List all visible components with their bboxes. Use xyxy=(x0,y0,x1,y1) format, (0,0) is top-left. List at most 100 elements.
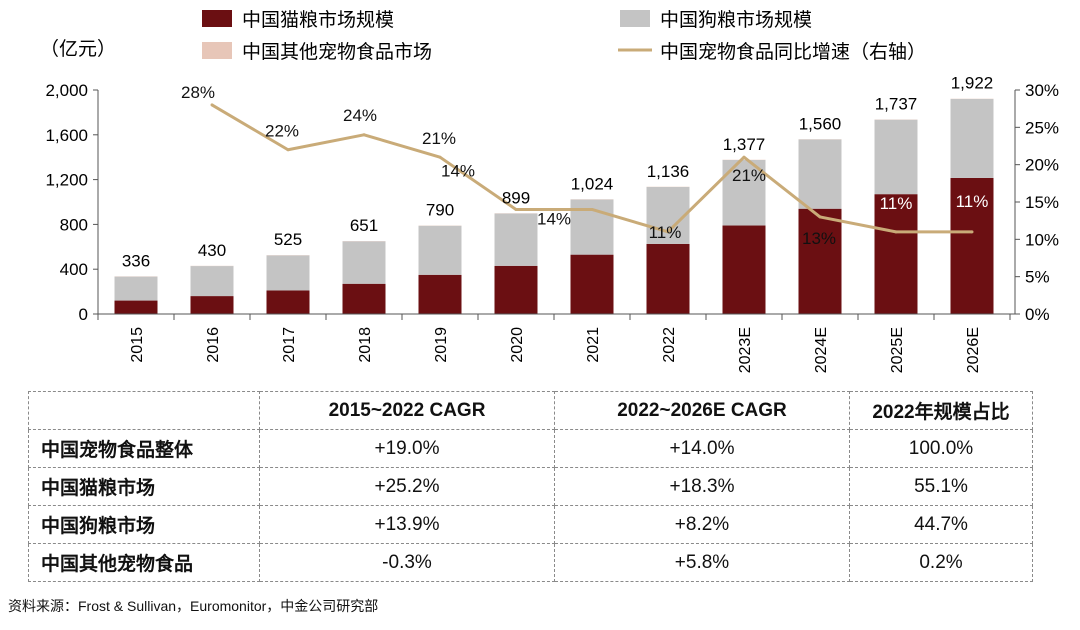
x-axis-tick-label: 2023E xyxy=(737,327,754,373)
x-axis-tick-label: 2026E xyxy=(965,327,982,373)
growth-point xyxy=(666,230,670,234)
bar-total-label: 1,377 xyxy=(723,135,766,154)
legend-label: 中国猫粮市场规模 xyxy=(242,9,394,31)
growth-point xyxy=(970,230,974,234)
x-axis-tick-label: 2021 xyxy=(585,327,602,363)
bar-cat-food xyxy=(950,177,994,314)
right-axis-tick-label: 10% xyxy=(1025,230,1059,249)
growth-point xyxy=(894,230,898,234)
bar-cat-food xyxy=(722,225,766,314)
x-axis-tick-label: 2016 xyxy=(205,327,222,363)
legend-label: 中国狗粮市场规模 xyxy=(660,9,812,31)
bar-total-label: 651 xyxy=(350,216,378,235)
table-cell: +18.3% xyxy=(554,467,850,506)
bar-stack xyxy=(874,119,918,314)
bar-stack xyxy=(266,255,310,314)
bar-dog-food xyxy=(114,276,158,301)
x-axis-tick-label: 2019 xyxy=(433,327,450,363)
table-row-label: 中国狗粮市场 xyxy=(28,505,260,544)
bar-cat-food xyxy=(190,296,234,314)
table-cell: 44.7% xyxy=(849,505,1033,544)
cagr-table-container: 2015~2022 CAGR 2022~2026E CAGR 2022年规模占比… xyxy=(28,391,1033,582)
growth-point xyxy=(818,215,822,219)
table-row: 中国猫粮市场 +25.2% +18.3% 55.1% xyxy=(28,467,1033,506)
legend-item-dog-food: 中国狗粮市场规模 xyxy=(620,9,812,31)
growth-point xyxy=(210,103,214,107)
table-cell: +14.0% xyxy=(554,429,850,468)
x-axis-tick-label: 2020 xyxy=(509,327,526,363)
right-y-axis: 0% 5% 10% 15% 20% 25% 30% xyxy=(1014,81,1059,324)
x-axis-tick-label: 2024E xyxy=(813,327,830,373)
table-cell: -0.3% xyxy=(259,543,555,582)
bar-dog-food xyxy=(342,241,386,284)
bar-dog-food xyxy=(494,213,538,266)
table-row: 中国其他宠物食品 -0.3% +5.8% 0.2% xyxy=(28,543,1033,582)
bar-cat-food xyxy=(798,208,842,314)
growth-label: 22% xyxy=(265,122,299,141)
table-cell: +13.9% xyxy=(259,505,555,544)
table-cell: +5.8% xyxy=(554,543,850,582)
growth-label: 13% xyxy=(802,229,836,248)
legend-item-other-food: 中国其他宠物食品市场 xyxy=(202,41,432,63)
table-header-cell: 2015~2022 CAGR xyxy=(259,391,555,430)
bar-stack xyxy=(418,225,462,314)
table-cell: +8.2% xyxy=(554,505,850,544)
bar-total-label: 899 xyxy=(502,188,530,207)
bar-total-label: 1,922 xyxy=(951,74,994,93)
growth-label: 11% xyxy=(649,223,682,242)
growth-label: 28% xyxy=(181,83,215,102)
right-axis-tick-label: 15% xyxy=(1025,193,1059,212)
growth-label: 21% xyxy=(732,166,766,185)
table-header-cell xyxy=(28,391,260,430)
bar-stack xyxy=(570,199,614,314)
bar-dog-food xyxy=(266,255,310,291)
left-axis-tick-label: 0 xyxy=(79,305,88,324)
table-cell: 55.1% xyxy=(849,467,1033,506)
x-axis-tick-label: 2015 xyxy=(129,327,146,363)
bar-stack xyxy=(114,276,158,314)
bar-dog-food xyxy=(646,186,690,244)
y-axis-unit-label: （亿元） xyxy=(40,38,116,60)
bar-cat-food xyxy=(646,243,690,314)
bar-cat-food xyxy=(342,283,386,314)
growth-label: 24% xyxy=(343,106,377,125)
growth-line xyxy=(210,103,974,234)
legend-swatch xyxy=(202,42,232,59)
bar-stack xyxy=(722,159,766,314)
bar-total-label: 336 xyxy=(122,251,150,270)
legend-swatch xyxy=(620,10,650,27)
table-header-cell: 2022~2026E CAGR xyxy=(554,391,850,430)
table-row-label: 中国猫粮市场 xyxy=(28,467,260,506)
bar-cat-food xyxy=(266,290,310,314)
right-axis-tick-label: 30% xyxy=(1025,81,1059,100)
x-axis-tick-label: 2018 xyxy=(357,327,374,363)
right-axis-tick-label: 0% xyxy=(1025,305,1050,324)
bar-total-label: 430 xyxy=(198,241,226,260)
table-row-label: 中国宠物食品整体 xyxy=(28,429,260,468)
left-axis-tick-label: 400 xyxy=(60,260,88,279)
source-note: 资料来源：Frost & Sullivan，Euromonitor，中金公司研究… xyxy=(8,598,379,614)
table-cell: 100.0% xyxy=(849,429,1033,468)
bar-total-label: 1,136 xyxy=(647,162,690,181)
bar-dog-food xyxy=(874,119,918,195)
table-header-cell: 2022年规模占比 xyxy=(849,391,1033,430)
growth-label: 11% xyxy=(956,192,989,211)
bar-stack xyxy=(950,98,994,314)
bar-total-label: 790 xyxy=(426,201,454,220)
table-cell: +25.2% xyxy=(259,467,555,506)
right-axis-tick-label: 5% xyxy=(1025,268,1050,287)
x-axis-tick-label: 2022 xyxy=(661,327,678,363)
stacked-bars xyxy=(114,98,994,314)
left-axis-tick-label: 800 xyxy=(60,215,88,234)
left-axis-tick-label: 1,600 xyxy=(45,126,88,145)
data-labels: 336 430 525 651 790 899 1,024 1,136 1,377 1,560 1,… xyxy=(122,74,993,271)
bar-cat-food xyxy=(874,194,918,314)
growth-point xyxy=(590,207,594,211)
table-cell: 0.2% xyxy=(849,543,1033,582)
left-y-axis: 0 400 800 1,200 1,600 2,000 xyxy=(45,81,99,324)
bar-total-label: 1,560 xyxy=(799,114,842,133)
legend-label: 中国其他宠物食品市场 xyxy=(242,41,432,63)
right-axis-tick-label: 20% xyxy=(1025,156,1059,175)
bar-stack xyxy=(342,241,386,314)
